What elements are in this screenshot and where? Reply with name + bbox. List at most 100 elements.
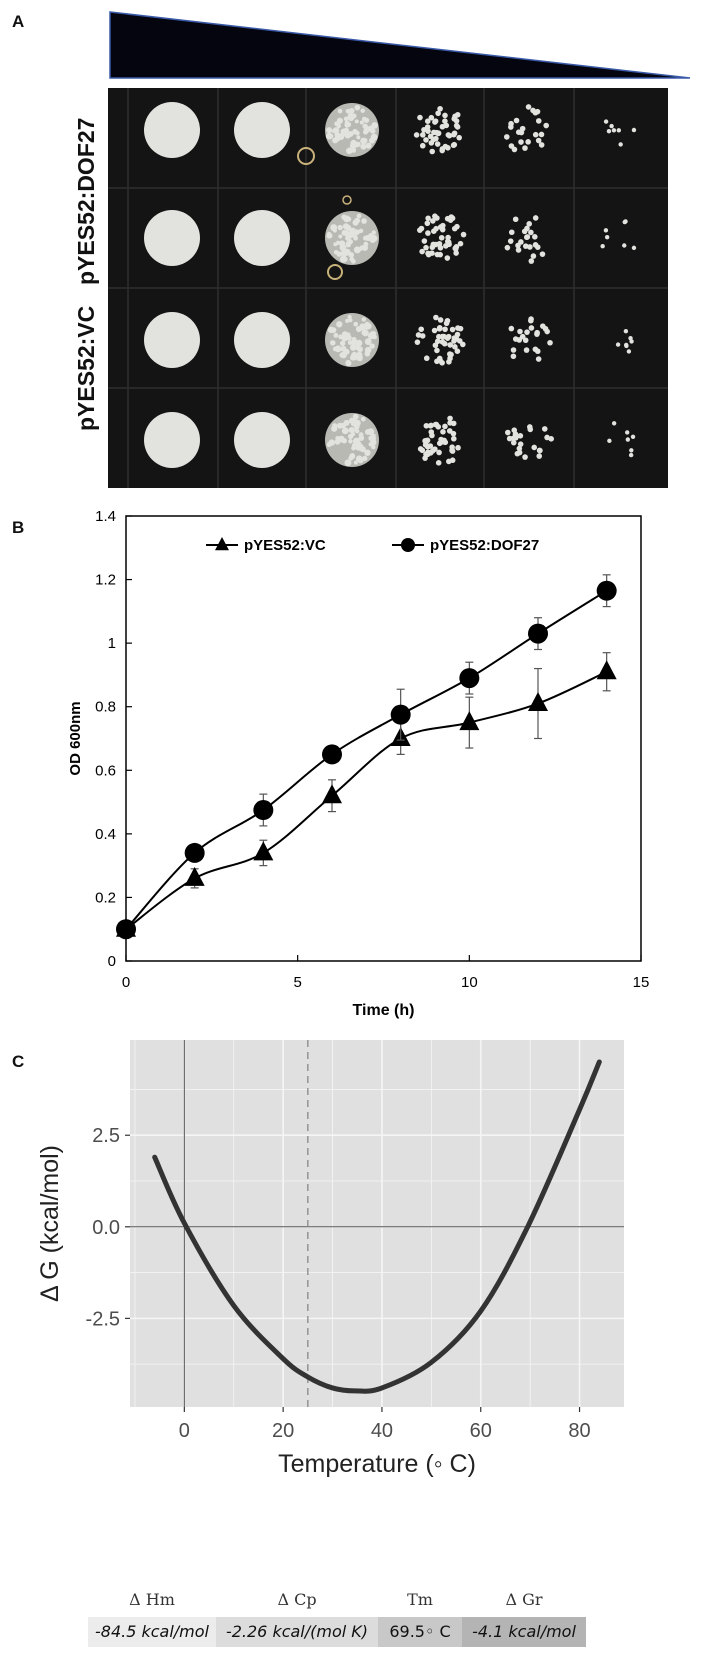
colony-dot	[535, 356, 542, 362]
colony-dot	[334, 439, 341, 445]
legend-label: pYES52:DOF27	[430, 537, 539, 554]
colony-dot	[439, 333, 446, 340]
data-point	[184, 842, 205, 863]
colony-dot	[345, 108, 351, 114]
colony-dot	[453, 118, 460, 124]
bubble	[327, 264, 343, 280]
colony-dot	[541, 426, 548, 432]
colony-dot	[432, 118, 439, 124]
colony-dot	[364, 338, 372, 345]
colony-dot	[424, 451, 431, 458]
colony-dot	[625, 430, 630, 435]
colony-dot	[510, 353, 517, 360]
colony-dot	[624, 343, 629, 349]
colony-dot	[434, 141, 441, 147]
colony-dot	[437, 105, 443, 112]
bubble	[342, 195, 352, 205]
colony-dot	[454, 348, 461, 354]
colony-dot	[351, 442, 357, 448]
colony-dot	[355, 445, 361, 451]
parameter-headers: Δ Hm Δ Cp Tm Δ Gr	[88, 1590, 608, 1609]
panel-a-letter: A	[12, 12, 25, 31]
colony-dot	[340, 351, 347, 359]
colony-dot	[447, 352, 454, 359]
colony-dot	[524, 329, 530, 335]
colony-dot	[356, 354, 363, 362]
colony-dot	[349, 252, 354, 257]
colony-dot	[356, 135, 361, 140]
colony-dot	[329, 340, 336, 346]
colony-dot	[453, 250, 459, 256]
series-vc	[116, 652, 617, 937]
colony-dot	[607, 438, 612, 444]
colony-dot	[343, 215, 350, 223]
colony-dot	[519, 125, 526, 132]
colony-dot	[548, 436, 554, 442]
colony-dot	[425, 250, 431, 257]
colony-dot	[326, 127, 333, 134]
colony-dot	[363, 235, 368, 241]
colony-dot	[359, 446, 366, 453]
colony-dot	[325, 132, 333, 140]
colony-dot	[358, 228, 364, 234]
colony-dot	[336, 123, 342, 129]
colony-dot	[532, 242, 539, 248]
colony-dot	[349, 344, 357, 351]
colony-dot	[415, 332, 422, 338]
growth-curve-chart: 0 0.2 0.4 0.6 0.8 1 1.2 1.4 0 5 10 15 Time (h) OD 600…	[67, 510, 649, 1019]
colony-dot	[439, 226, 446, 233]
colony-dot	[364, 351, 371, 357]
colony-dot	[423, 137, 429, 143]
colony-dot	[528, 258, 535, 264]
colony-dot	[356, 455, 362, 461]
parameter-values: -84.5 kcal/mol -2.26 kcal/(mol K) 69.5◦ …	[88, 1617, 608, 1647]
data-point	[322, 744, 342, 765]
data-point	[184, 866, 205, 886]
y-tick-label: 0.2	[95, 889, 116, 906]
colony-dot	[427, 443, 434, 449]
colony-dot	[347, 130, 354, 137]
colony-dot	[446, 428, 453, 434]
y-tick-label: 0.4	[95, 826, 116, 843]
colony-dot	[433, 135, 439, 142]
colony-dot	[516, 445, 523, 452]
colony-dot	[343, 127, 349, 133]
colony-dot	[449, 444, 455, 451]
y-tick-label: 1.4	[95, 510, 116, 525]
dilution-wedge-triangle	[109, 11, 691, 79]
colony-dot	[346, 147, 353, 155]
colony-dot	[525, 139, 531, 145]
header-tm: Tm	[407, 1590, 433, 1609]
colony-dot	[528, 325, 535, 331]
colony-dot	[515, 129, 522, 136]
colony-dot	[369, 343, 375, 349]
colony-dot	[424, 124, 431, 130]
colony-dot	[358, 435, 365, 441]
colony-dot	[625, 437, 631, 442]
colony-dot	[442, 112, 448, 119]
colony-spot	[144, 312, 200, 368]
series-dof27	[116, 574, 617, 940]
colony-dot	[371, 445, 376, 450]
colony-dot	[527, 244, 533, 250]
colony-dot	[335, 240, 341, 245]
colony-dot	[534, 329, 540, 336]
colony-dot	[456, 134, 462, 141]
colony-dot	[424, 220, 431, 227]
colony-dot	[600, 244, 605, 249]
colony-dot	[353, 423, 360, 430]
colony-dot	[348, 439, 353, 444]
colony-spot	[234, 412, 290, 468]
colony-dot	[364, 449, 371, 456]
colony-dot	[534, 348, 541, 355]
colony-dot	[513, 434, 519, 441]
panel-c-letter: C	[12, 1052, 25, 1071]
legend-marker	[401, 538, 415, 552]
colony-dot	[429, 148, 435, 155]
colony-dot	[436, 326, 443, 332]
legend-marker	[215, 536, 229, 551]
colony-dot	[454, 223, 460, 230]
data-point	[253, 841, 274, 861]
colony-dot	[362, 123, 368, 129]
colony-spot	[144, 210, 200, 266]
